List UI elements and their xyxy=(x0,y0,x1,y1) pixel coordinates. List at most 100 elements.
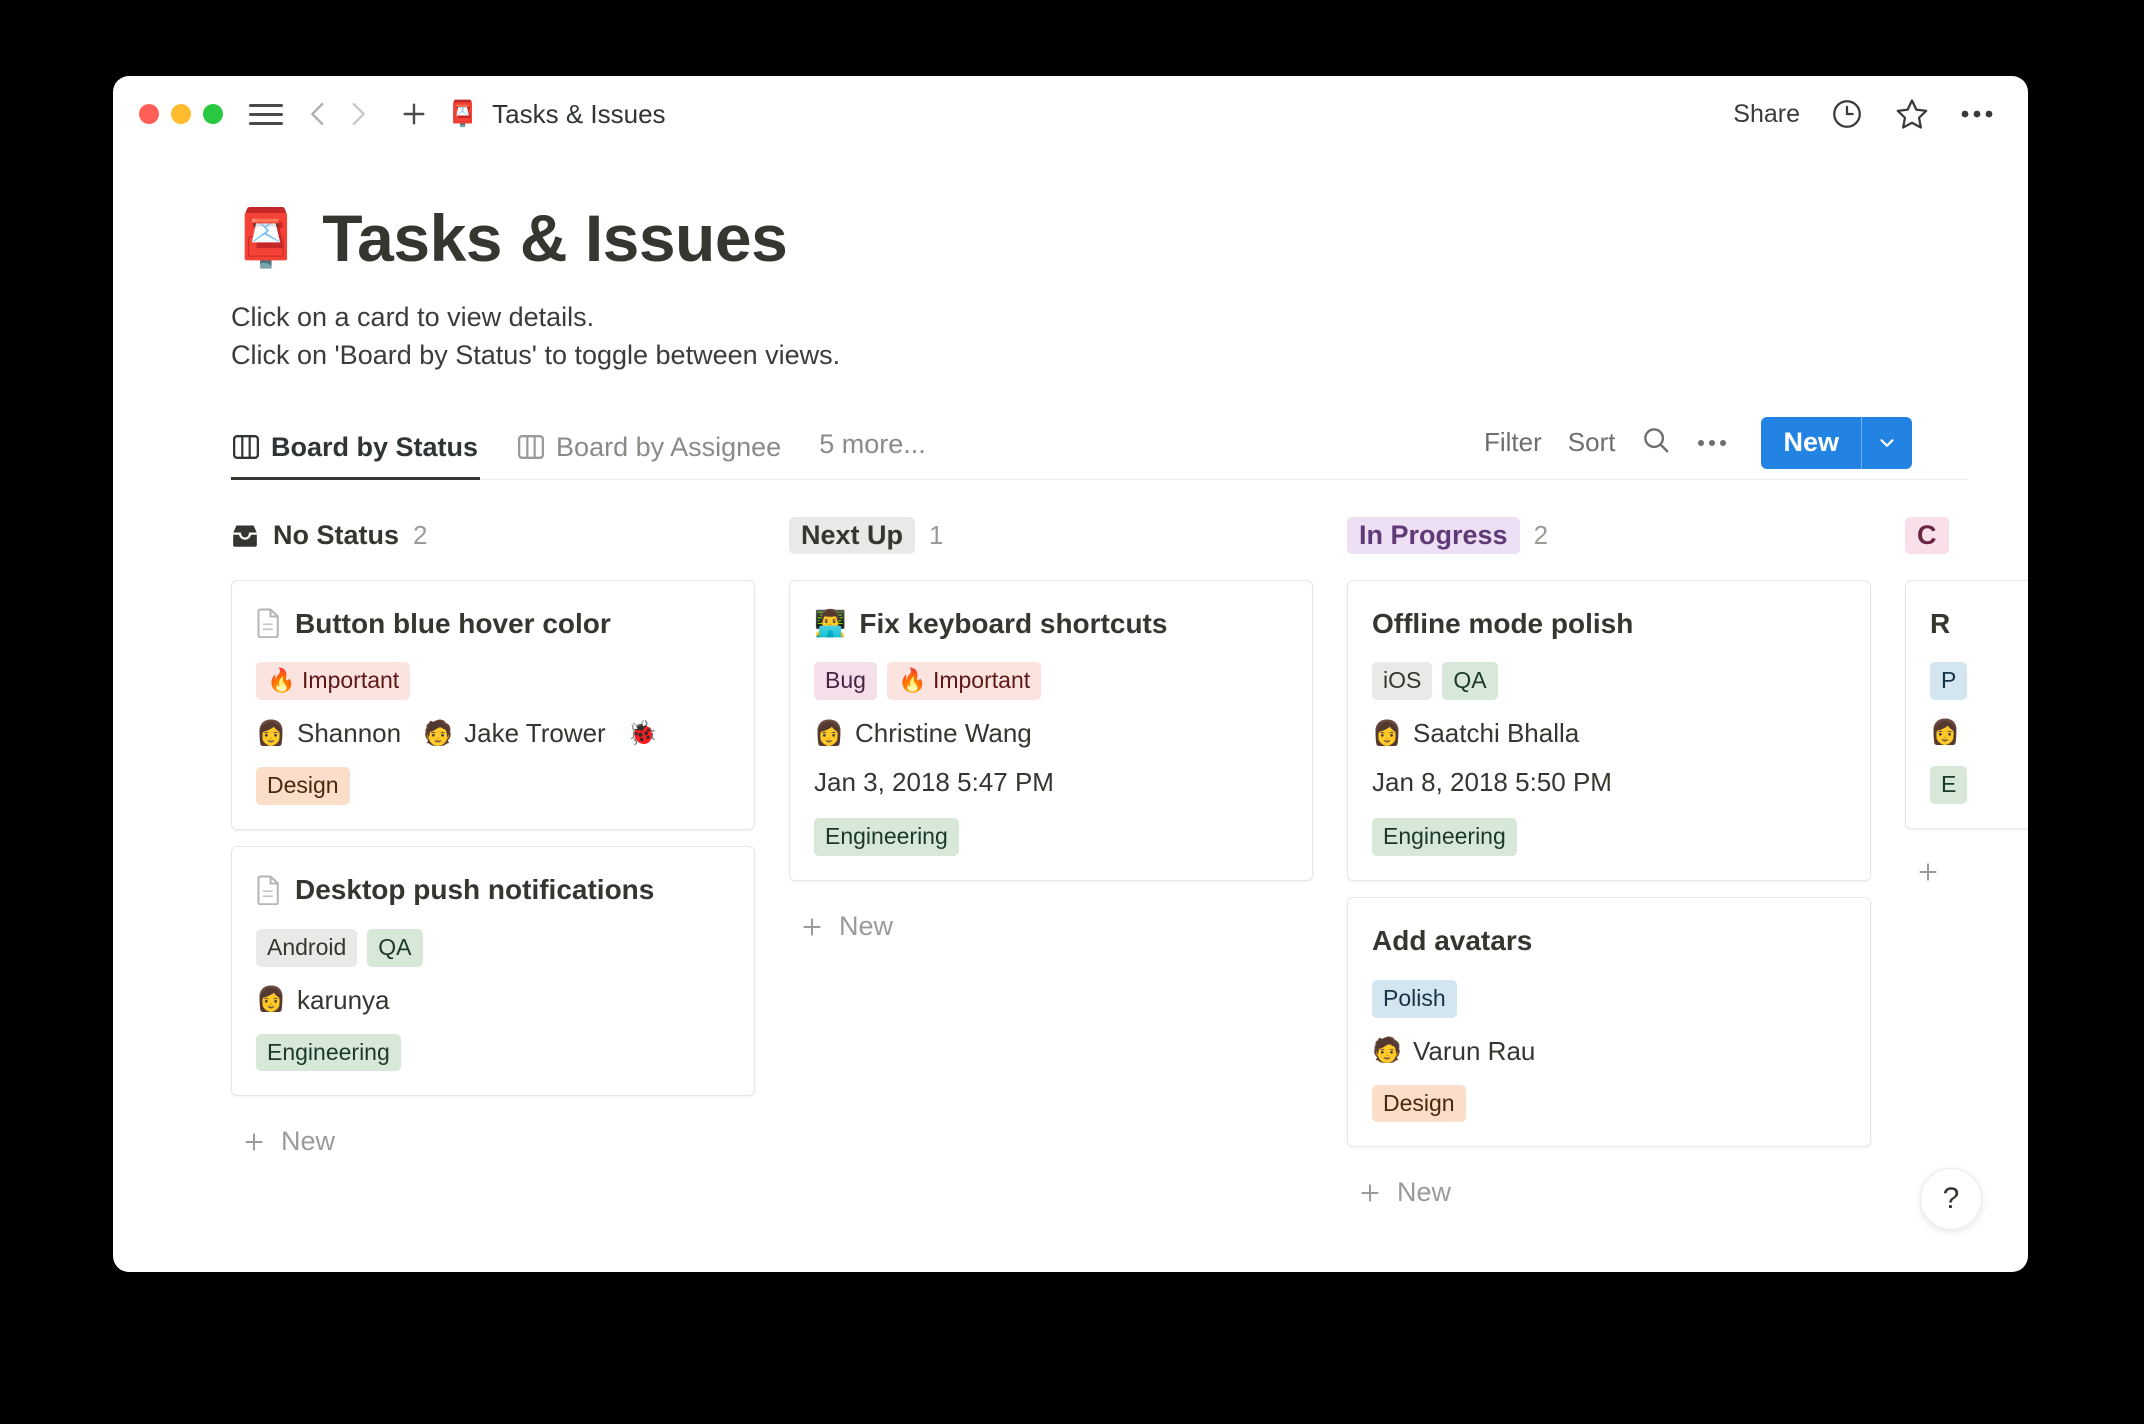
tab-board-by-assignee[interactable]: Board by Assignee xyxy=(516,426,783,479)
card-team-tag[interactable]: E xyxy=(1930,766,1968,805)
page-title-text[interactable]: Tasks & Issues xyxy=(322,201,788,275)
column-new-card-label: New xyxy=(1397,1177,1452,1208)
board-card[interactable]: Button blue hover color 🔥 Important 👩 Shann… xyxy=(231,579,755,831)
card-tag-row: Polish xyxy=(1372,979,1846,1018)
card-footer-tag-row: Design xyxy=(1372,1084,1846,1123)
avatar: 👩 xyxy=(1930,718,1960,749)
card-tag[interactable]: Bug xyxy=(814,662,877,701)
column-header[interactable]: C xyxy=(1905,514,2028,558)
column-new-card-button[interactable]: New xyxy=(789,897,1313,956)
tab-board-by-status[interactable]: Board by Status xyxy=(231,426,481,481)
card-date: Jan 3, 2018 5:47 PM xyxy=(814,767,1054,798)
favorite-star-icon[interactable] xyxy=(1894,96,1930,132)
card-tag[interactable]: iOS xyxy=(1372,662,1433,701)
card-assignees: 👩 Saatchi Bhalla xyxy=(1372,718,1846,749)
card-tag-row: iOS QA xyxy=(1372,662,1846,701)
assignee[interactable]: 🧑 Varun Rau xyxy=(1372,1036,1535,1067)
card-footer-tag-row: Design xyxy=(256,767,730,806)
traffic-lights xyxy=(139,104,223,124)
more-options-icon[interactable] xyxy=(1960,109,1994,119)
column-name: No Status xyxy=(273,520,400,551)
new-item-button[interactable]: New xyxy=(1761,416,1862,469)
card-title: Offline mode polish xyxy=(1372,607,1846,641)
window-title[interactable]: 📮 Tasks & Issues xyxy=(447,99,666,130)
card-tag[interactable]: Android xyxy=(256,928,358,967)
bug-icon: 🐞 xyxy=(627,719,658,747)
card-tag[interactable]: P xyxy=(1930,662,1968,701)
column-count: 2 xyxy=(1533,520,1549,551)
help-button[interactable]: ? xyxy=(1920,1168,1982,1230)
column-header[interactable]: No Status 2 xyxy=(231,514,755,558)
assignee-name: Shannon xyxy=(297,718,402,749)
card-title-text: Offline mode polish xyxy=(1372,607,1634,639)
sidebar-toggle-icon[interactable] xyxy=(249,99,283,129)
board-card[interactable]: R P 👩 E xyxy=(1905,579,2028,830)
filter-button[interactable]: Filter xyxy=(1484,427,1542,458)
card-team-tag[interactable]: Design xyxy=(256,767,350,806)
card-team-tag[interactable]: Engineering xyxy=(256,1033,401,1072)
window-titlebar: 📮 Tasks & Issues Share xyxy=(113,76,2028,152)
new-page-icon[interactable] xyxy=(395,95,433,133)
view-toolbar: Board by Status Board by Assignee 5 more… xyxy=(231,416,1968,481)
assignee[interactable]: 👩 Shannon xyxy=(256,718,401,749)
card-title-text: Fix keyboard shortcuts xyxy=(859,607,1168,639)
column-name: In Progress xyxy=(1347,517,1520,555)
maximize-window-button[interactable] xyxy=(203,104,223,124)
card-tag[interactable]: QA xyxy=(367,928,423,967)
search-icon[interactable] xyxy=(1641,425,1671,460)
card-title-text: Button blue hover color xyxy=(295,607,611,639)
tabs-more-button[interactable]: 5 more... xyxy=(819,428,926,459)
assignee[interactable]: 👩 Saatchi Bhalla xyxy=(1372,718,1579,749)
card-title: Desktop push notifications xyxy=(256,873,730,907)
share-button[interactable]: Share xyxy=(1733,99,1800,128)
column-new-card-button[interactable]: New xyxy=(1347,1163,1871,1222)
column-name: Next Up xyxy=(789,517,916,555)
card-assignees: 👩 xyxy=(1930,718,2028,749)
card-team-tag[interactable]: Design xyxy=(1372,1084,1466,1123)
board-view-icon-secondary xyxy=(518,435,545,460)
assignee[interactable]: 🧑 Jake Trower xyxy=(423,718,606,749)
minimize-window-button[interactable] xyxy=(171,104,191,124)
board-card[interactable]: 👨‍💻 Fix keyboard shortcuts Bug 🔥 Important 👩… xyxy=(789,579,1313,882)
sort-button[interactable]: Sort xyxy=(1567,427,1616,458)
card-assignees: 🧑 Varun Rau xyxy=(1372,1036,1846,1067)
back-icon[interactable] xyxy=(301,97,335,131)
plus-icon xyxy=(799,914,825,940)
card-tag[interactable]: 🔥 Important xyxy=(256,662,411,701)
assignee[interactable]: 👩 karunya xyxy=(256,985,390,1016)
column-header[interactable]: In Progress 2 xyxy=(1347,514,1871,558)
card-title-text: R xyxy=(1930,607,1951,639)
forward-icon[interactable] xyxy=(341,97,375,131)
page-header: 📮 Tasks & Issues Click on a card to view… xyxy=(113,152,2028,375)
board-card[interactable]: Offline mode polish iOS QA 👩 Saatchi Bhalla J… xyxy=(1347,579,1871,882)
card-tag-row: 🔥 Important xyxy=(256,662,730,701)
column-new-card-button[interactable]: New xyxy=(231,1112,755,1171)
inbox-icon xyxy=(231,523,259,549)
page-subtitle-line-2: Click on 'Board by Status' to toggle bet… xyxy=(231,340,841,371)
card-tag-row: Android QA xyxy=(256,928,730,967)
card-tag-row: P xyxy=(1930,662,2028,701)
page-content: 📮 Tasks & Issues Click on a card to view… xyxy=(113,152,2028,1272)
board-card[interactable]: Desktop push notifications Android QA 👩 karu… xyxy=(231,846,755,1097)
kanban-board: No Status 2 Button blue hover color 🔥 Impor… xyxy=(113,480,2028,1223)
card-footer-tag-row: Engineering xyxy=(256,1033,730,1072)
card-team-tag[interactable]: Engineering xyxy=(1372,818,1517,857)
column-new-card-button[interactable] xyxy=(1905,845,2028,899)
card-team-tag[interactable]: Engineering xyxy=(814,818,959,857)
app-window: 📮 Tasks & Issues Share 📮 Tasks & Issues xyxy=(113,76,2028,1272)
assignee[interactable]: 👩 xyxy=(1930,718,1971,749)
card-tag[interactable]: QA xyxy=(1442,662,1498,701)
window-title-text: Tasks & Issues xyxy=(492,98,666,129)
card-tag[interactable]: 🔥 Important xyxy=(886,662,1042,701)
assignee-name: karunya xyxy=(297,984,390,1015)
column-header[interactable]: Next Up 1 xyxy=(789,514,1313,558)
view-more-icon[interactable] xyxy=(1697,434,1727,452)
board-card[interactable]: Add avatars Polish 🧑 Varun Rau Design xyxy=(1347,897,1871,1148)
assignee[interactable]: 👩 Christine Wang xyxy=(814,718,1032,749)
column-name: C xyxy=(1905,517,1949,555)
new-item-dropdown-button[interactable] xyxy=(1862,417,1912,469)
history-clock-icon[interactable] xyxy=(1830,97,1864,131)
close-window-button[interactable] xyxy=(139,104,159,124)
card-tag[interactable]: Polish xyxy=(1372,979,1457,1018)
card-date: Jan 8, 2018 5:50 PM xyxy=(1372,767,1612,798)
